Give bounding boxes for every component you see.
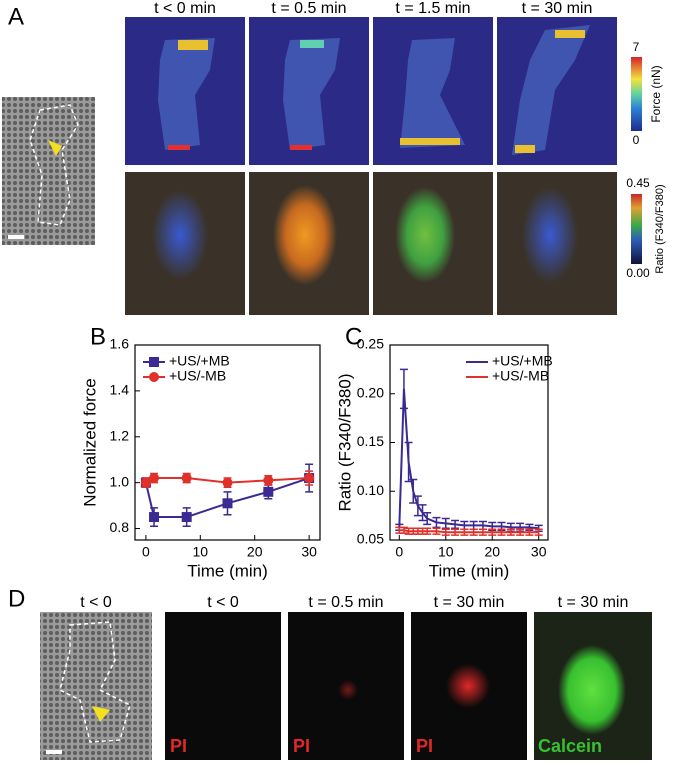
error-bar [506,528,515,536]
y-tick-label: 0.15 [357,433,384,449]
x-tick-label: 0 [142,544,150,560]
fluorescence-images [165,612,652,760]
x-tick-label: 10 [438,544,454,560]
y-tick-label: 0.20 [357,384,384,400]
panel-label: A [8,3,24,30]
series-line [398,388,539,530]
series-line [144,477,310,519]
marker [140,477,151,488]
error-bar [469,528,478,536]
time-label: t = 0.5 min [271,0,346,17]
colorbar-min: 0.00 [626,266,650,280]
marker [304,473,315,484]
channel-label: Calcein [538,736,602,756]
time-label: t = 30 min [522,0,593,17]
time-label: t = 30 min [434,594,505,611]
channel-label: PI [170,736,187,756]
error-bar [497,528,506,536]
time-label: t = 1.5 min [395,0,470,17]
x-tick-label: 10 [193,544,209,560]
legend-label: +US/-MB [169,368,226,384]
channel-label: PI [293,736,310,756]
time-label: t < 0 [80,594,112,611]
error-bar [413,495,422,517]
error-bar [488,528,497,536]
error-bar [478,528,487,536]
marker [222,498,233,509]
legend-marker [149,372,159,382]
y-tick-label: 0.05 [357,531,384,547]
error-bar [399,526,408,534]
marker [181,512,192,523]
marker [222,477,233,488]
colorbar-label: Ratio (F340/F380) [654,184,666,273]
error-bar [451,519,460,530]
ratio-images [125,172,617,315]
marker [181,473,192,484]
x-tick-label: 30 [301,544,317,560]
error-bar [460,528,469,536]
colorbar-max: 0.45 [626,176,650,190]
colorbar-max: 7 [633,40,640,54]
panel-label: B [90,323,106,350]
colorbar-min: 0 [633,133,640,147]
x-tick-label: 30 [531,544,547,560]
panel-label: D [8,585,25,612]
x-axis-label: Time (min) [187,561,268,580]
legend-label: +US/+MB [169,353,230,369]
y-tick-label: 1.6 [110,336,130,352]
legend-label: +US/-MB [492,368,549,384]
marker [263,486,274,497]
legend-marker [149,357,159,367]
legend-label: +US/+MB [492,353,553,369]
marker [149,512,160,523]
y-axis-label: Normalized force [80,378,99,507]
y-tick-label: 0.25 [357,336,384,352]
x-tick-label: 0 [395,544,403,560]
y-tick-label: 0.10 [357,482,384,498]
phase-image [40,612,152,760]
error-bar [423,527,432,535]
error-bar [423,511,432,526]
error-bar [432,527,441,535]
marker [263,475,274,486]
error-bar [432,516,441,529]
error-bar [399,368,408,410]
error-bar [441,517,450,530]
time-label: t < 0 min [154,0,216,17]
error-bar [441,528,450,536]
time-label: t = 30 min [558,594,629,611]
error-bar [409,478,418,504]
error-bar [525,528,534,536]
x-tick-label: 20 [247,544,263,560]
error-bar [534,528,543,536]
ratio-colorbar [631,194,642,264]
phase-image [2,97,95,245]
y-tick-label: 1.4 [110,382,130,398]
error-bar [516,528,525,536]
plot-frame [134,344,321,541]
panel-label: C [345,323,362,350]
y-tick-label: 1.0 [110,473,130,489]
y-axis-label: Ratio (F340/F380) [335,374,354,512]
force-maps [125,17,617,165]
y-tick-label: 1.2 [110,427,130,443]
time-label: t = 0.5 min [308,594,383,611]
channel-label: PI [416,736,433,756]
y-tick-label: 0.8 [110,519,130,535]
x-tick-label: 20 [484,544,500,560]
error-bar [404,441,413,483]
x-axis-label: Time (min) [429,561,510,580]
time-label: t < 0 [207,594,239,611]
error-bar [418,504,427,522]
force-colorbar [631,57,642,131]
marker [149,473,160,484]
colorbar-label: Force (nN) [649,65,663,122]
error-bar [451,528,460,536]
